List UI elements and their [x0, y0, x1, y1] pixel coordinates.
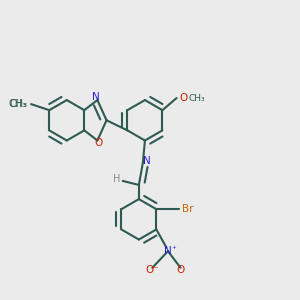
Text: N: N — [164, 246, 172, 256]
Text: CH₃: CH₃ — [8, 99, 27, 109]
Text: H: H — [113, 174, 120, 184]
Text: CH₃: CH₃ — [188, 94, 205, 103]
Text: O: O — [95, 139, 103, 148]
Text: O⁻: O⁻ — [146, 265, 159, 275]
Text: ⁺: ⁺ — [172, 244, 176, 253]
Text: N: N — [143, 156, 151, 166]
Text: Br: Br — [182, 204, 194, 214]
Text: O: O — [176, 265, 185, 275]
Text: O: O — [179, 93, 187, 103]
Text: N: N — [92, 92, 100, 102]
Text: CH₃: CH₃ — [9, 99, 28, 109]
